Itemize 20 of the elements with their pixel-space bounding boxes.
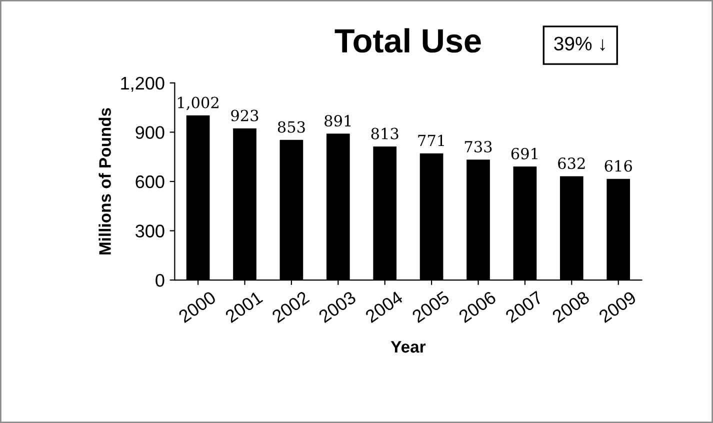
data-label: 923 bbox=[231, 110, 258, 122]
data-label: 691 bbox=[511, 148, 538, 160]
y-tick-label: 900 bbox=[136, 126, 164, 139]
y-axis-title: Millions of Pounds bbox=[98, 108, 111, 254]
y-tick-label: 0 bbox=[156, 274, 164, 287]
data-label: 853 bbox=[278, 121, 305, 133]
chart-title: Total Use bbox=[334, 28, 481, 53]
x-axis-title: Year bbox=[390, 341, 426, 353]
y-tick-label: 1,200 bbox=[121, 76, 164, 92]
data-label: 771 bbox=[418, 134, 444, 146]
x-tick-label: 2001 bbox=[224, 290, 264, 324]
y-tick-label: 300 bbox=[136, 224, 164, 238]
data-label: 891 bbox=[324, 114, 351, 127]
y-tick-label: 600 bbox=[136, 175, 164, 188]
data-label: 632 bbox=[558, 158, 585, 170]
data-label: 733 bbox=[464, 140, 492, 152]
data-label: 813 bbox=[371, 128, 398, 140]
data-label: 1,002 bbox=[178, 96, 218, 110]
data-label: 616 bbox=[604, 160, 632, 172]
text: 39% ↓ bbox=[554, 36, 605, 51]
